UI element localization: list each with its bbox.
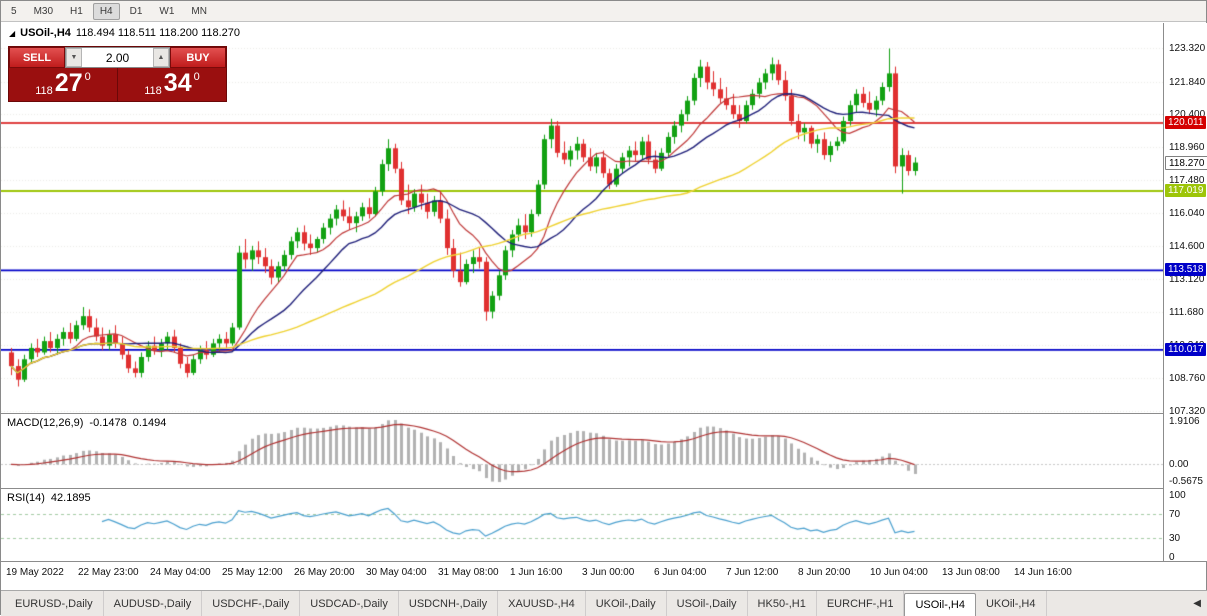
- price-tick: 123.320: [1169, 43, 1205, 54]
- time-label: 31 May 08:00: [438, 567, 499, 578]
- time-label: 10 Jun 04:00: [870, 567, 928, 578]
- macd-name: MACD(12,26,9): [7, 417, 83, 429]
- volume-increase-button[interactable]: ▲: [153, 48, 169, 67]
- sell-pips: 27: [55, 69, 83, 101]
- price-tick: 121.840: [1169, 77, 1205, 88]
- pane-separator[interactable]: [1, 488, 1207, 489]
- chart-tab-xauusd-h4[interactable]: XAUUSD-,H4: [498, 591, 586, 616]
- time-label: 3 Jun 00:00: [582, 567, 634, 578]
- time-axis[interactable]: 19 May 2022 22 May 23:00 24 May 04:00 25 Ma…: [1, 562, 1163, 590]
- pane-separator[interactable]: [1, 413, 1207, 414]
- sell-button[interactable]: SELL: [9, 47, 65, 68]
- rsi-name: RSI(14): [7, 492, 45, 504]
- time-label: 13 Jun 08:00: [942, 567, 1000, 578]
- macd-scale-max: 1.9106: [1169, 416, 1200, 427]
- chart-tab-audusd-daily[interactable]: AUDUSD-,Daily: [104, 591, 203, 616]
- volume-decrease-button[interactable]: ▼: [66, 48, 82, 67]
- rsi-scale-0: 0: [1169, 552, 1175, 563]
- time-label: 1 Jun 16:00: [510, 567, 562, 578]
- price-tick: 113.120: [1169, 274, 1204, 285]
- sell-price-display[interactable]: 118 27 0: [9, 68, 117, 101]
- macd-main-value: -0.1478: [89, 417, 126, 429]
- chart-tab-eurchf-h1[interactable]: EURCHF-,H1: [817, 591, 905, 616]
- chart-tab-eurusd-daily[interactable]: EURUSD-,Daily: [5, 591, 104, 616]
- chart-tab-ukoil-daily[interactable]: UKOil-,Daily: [586, 591, 667, 616]
- buy-price-display[interactable]: 118 34 0: [118, 68, 226, 101]
- time-label: 14 Jun 16:00: [1014, 567, 1072, 578]
- rsi-scale-30: 30: [1169, 533, 1180, 544]
- price-tag-113.518[interactable]: 113.518: [1165, 263, 1206, 276]
- time-label: 22 May 23:00: [78, 567, 139, 578]
- rsi-scale-100: 100: [1169, 490, 1186, 501]
- macd-scale-zero: 0.00: [1169, 459, 1188, 470]
- macd-pane-canvas[interactable]: [1, 414, 1163, 488]
- chart-tab-usdcad-daily[interactable]: USDCAD-,Daily: [300, 591, 399, 616]
- time-label: 30 May 04:00: [366, 567, 427, 578]
- buy-button[interactable]: BUY: [170, 47, 226, 68]
- price-tick: 118.960: [1169, 142, 1204, 153]
- buy-big-figure: 118: [144, 85, 162, 101]
- price-tag-117.019[interactable]: 117.019: [1165, 184, 1206, 197]
- one-click-trade-panel: SELL ▼ 2.00 ▲ BUY 118 27 0 118 34: [8, 46, 227, 102]
- chart-symbol-label: USOil-,H4: [20, 27, 71, 39]
- time-label: 7 Jun 12:00: [726, 567, 778, 578]
- rsi-scale-70: 70: [1169, 509, 1180, 520]
- macd-scale-min: -0.5675: [1169, 476, 1203, 487]
- price-tag-118.270[interactable]: 118.270: [1165, 156, 1207, 170]
- time-label: 6 Jun 04:00: [654, 567, 706, 578]
- chart-tab-usdcnh-daily[interactable]: USDCNH-,Daily: [399, 591, 498, 616]
- volume-control: ▼ 2.00 ▲: [65, 47, 170, 68]
- time-label: 8 Jun 20:00: [798, 567, 850, 578]
- rsi-value: 42.1895: [51, 492, 91, 504]
- sell-pipette: 0: [85, 69, 91, 83]
- time-label: 24 May 04:00: [150, 567, 211, 578]
- buy-pips: 34: [164, 69, 192, 101]
- chart-area: ◢ USOil-,H4 118.494 118.511 118.200 118.…: [1, 1, 1207, 590]
- price-tick: 116.040: [1169, 208, 1204, 219]
- price-tick: 111.680: [1169, 307, 1204, 318]
- macd-indicator-label: MACD(12,26,9) -0.1478 0.1494: [7, 417, 166, 429]
- chart-title: ◢ USOil-,H4 118.494 118.511 118.200 118.…: [9, 27, 240, 39]
- chart-ohlc-values: 118.494 118.511 118.200 118.270: [76, 27, 240, 39]
- rsi-pane-canvas[interactable]: [1, 489, 1163, 561]
- sell-big-figure: 118: [35, 85, 53, 101]
- time-label: 25 May 12:00: [222, 567, 283, 578]
- tab-scroll-left-icon[interactable]: ◀: [1189, 597, 1205, 610]
- macd-signal-value: 0.1494: [133, 417, 167, 429]
- time-label: 26 May 20:00: [294, 567, 355, 578]
- price-tick: 114.600: [1169, 241, 1204, 252]
- chart-tab-usdchf-daily[interactable]: USDCHF-,Daily: [202, 591, 300, 616]
- time-label: 19 May 2022: [6, 567, 64, 578]
- chart-tab-ukoil-h4[interactable]: UKOil-,H4: [976, 591, 1047, 616]
- volume-input[interactable]: 2.00: [82, 48, 153, 67]
- rsi-indicator-label: RSI(14) 42.1895: [7, 492, 91, 504]
- buy-pipette: 0: [194, 69, 200, 83]
- price-tick: 108.760: [1169, 373, 1205, 384]
- price-tag-110.017[interactable]: 110.017: [1165, 343, 1206, 356]
- chart-marker-icon: ◢: [9, 29, 15, 38]
- price-tag-120.011[interactable]: 120.011: [1165, 116, 1206, 129]
- chart-tab-hk50-h1[interactable]: HK50-,H1: [748, 591, 817, 616]
- chart-tab-usoil-daily[interactable]: USOil-,Daily: [667, 591, 748, 616]
- chart-tab-usoil-h4[interactable]: USOil-,H4: [904, 593, 976, 616]
